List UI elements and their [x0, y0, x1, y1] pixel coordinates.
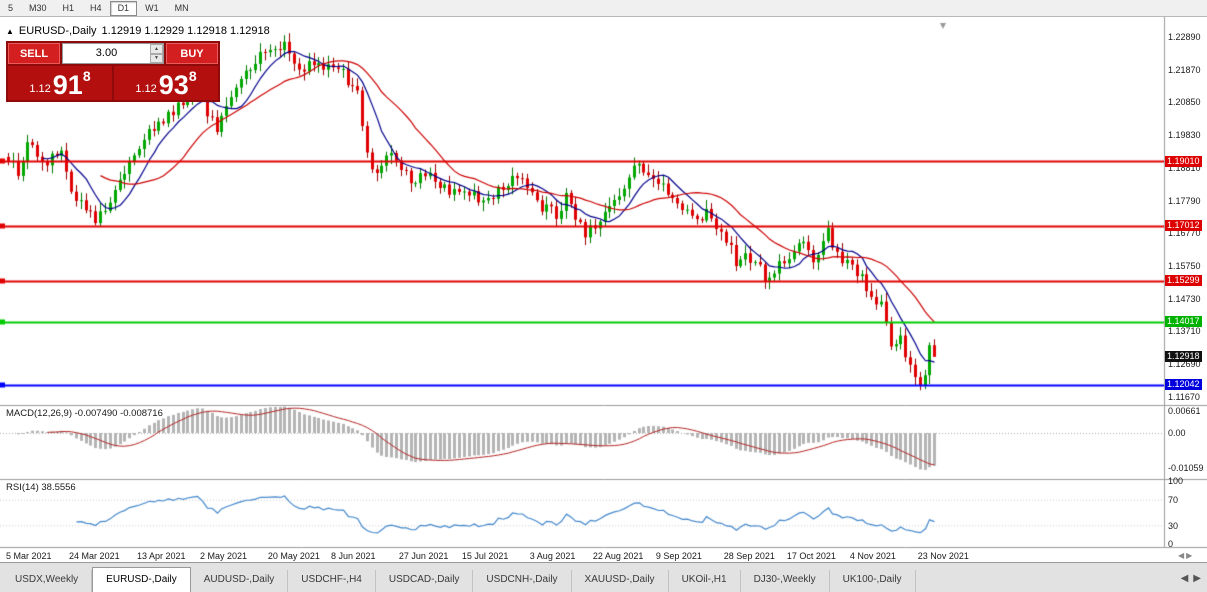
price-axis-tick: 1.13710 — [1168, 326, 1201, 337]
date-axis-label: 27 Jun 2021 — [398, 551, 449, 561]
chart-ohlc-values: 1.12919 1.12929 1.12918 1.12918 — [101, 25, 270, 37]
timeframe-button-mn[interactable]: MN — [167, 1, 197, 16]
chart-symbol-label: EURUSD-,Daily — [18, 25, 97, 37]
macd-name: MACD(12,26,9) — [6, 408, 72, 419]
price-axis-tag: 1.12918 — [1165, 351, 1202, 363]
ask-price-display[interactable]: 1.12 93 8 — [114, 66, 218, 100]
price-chart-canvas[interactable] — [0, 17, 1207, 562]
price-axis-tick: 1.12690 — [1168, 359, 1201, 370]
trade-panel-controls: SELL 3.00 ▲ ▼ BUY — [8, 43, 218, 64]
timeframe-toolbar: 5 M30 H1 H4 D1 W1 MN — [0, 0, 1207, 17]
price-axis-tick: 1.15750 — [1168, 261, 1201, 272]
timeframe-button-h4[interactable]: H4 — [82, 1, 110, 16]
date-axis-label: 13 Apr 2021 — [136, 551, 186, 561]
rsi-axis-label: 70 — [1168, 495, 1179, 506]
price-axis-tick: 1.19830 — [1168, 130, 1201, 141]
price-axis-tag: 1.14017 — [1165, 316, 1202, 328]
tabs-scroll-right-icon[interactable]: ▶ — [1193, 573, 1201, 584]
price-axis-tick: 1.22890 — [1168, 31, 1201, 42]
tabs-scroll-left-icon[interactable]: ◀ — [1180, 573, 1189, 584]
date-axis-label: 28 Sep 2021 — [723, 551, 775, 561]
date-axis-label: 4 Nov 2021 — [849, 551, 896, 561]
date-axis-label: 3 Aug 2021 — [529, 551, 576, 561]
price-axis-tick: 1.21870 — [1168, 64, 1201, 75]
price-axis-tag: 1.15299 — [1165, 275, 1202, 286]
chart-tab-dj30-weekly[interactable]: DJ30-,Weekly — [740, 570, 830, 592]
chart-window: ▲ EURUSD-,Daily 1.12919 1.12929 1.12918 … — [0, 17, 1207, 562]
bid-prefix: 1.12 — [29, 83, 51, 95]
date-axis-label: 2 May 2021 — [200, 551, 248, 561]
bid-price-display[interactable]: 1.12 91 8 — [8, 66, 112, 100]
timeframe-button-h1[interactable]: H1 — [55, 1, 83, 16]
price-axis-tick: 1.14730 — [1168, 293, 1201, 304]
macd-value: -0.007490 — [74, 408, 118, 419]
date-axis-label: 24 Mar 2021 — [69, 551, 120, 561]
chart-tab-audusd-daily[interactable]: AUDUSD-,Daily — [190, 570, 289, 592]
price-axis-tick: 1.16770 — [1168, 228, 1201, 239]
scroll-left-icon[interactable]: ◀ — [1178, 551, 1187, 560]
date-axis-label: 15 Jul 2021 — [461, 551, 509, 561]
tab-scroll-arrows: ◀ ▶ — [1181, 573, 1207, 592]
date-axis-label: 8 Jun 2021 — [330, 551, 376, 561]
chart-tab-usdcad-daily[interactable]: USDCAD-,Daily — [375, 570, 474, 592]
price-axis-tag: 1.17012 — [1165, 220, 1202, 232]
chart-tab-usdx-weekly[interactable]: USDX,Weekly — [2, 570, 93, 592]
trade-panel-quotes: 1.12 91 8 1.12 93 8 — [8, 66, 218, 100]
volume-up-button[interactable]: ▲ — [150, 44, 163, 54]
chart-symbol-icon: ▲ — [6, 26, 14, 36]
bid-pipette: 8 — [82, 68, 91, 84]
timeframe-button-w1[interactable]: W1 — [137, 1, 167, 16]
rsi-value: 38.5556 — [41, 482, 76, 493]
price-axis-tag: 1.12042 — [1165, 379, 1202, 391]
rsi-axis-label: 100 — [1168, 476, 1184, 486]
bid-big-figure: 91 — [52, 70, 83, 100]
date-axis-label: 20 May 2021 — [267, 551, 320, 561]
buy-button[interactable]: BUY — [166, 43, 218, 64]
macd-signal-value: -0.008716 — [120, 408, 163, 419]
one-click-trade-panel: SELL 3.00 ▲ ▼ BUY 1.12 91 8 1.12 93 8 — [6, 41, 220, 102]
price-axis-tag: 1.19010 — [1165, 155, 1202, 167]
chart-title: ▲ EURUSD-,Daily 1.12919 1.12929 1.12918 … — [6, 25, 270, 37]
chart-tabs: USDX,Weekly EURUSD-,Daily AUDUSD-,Daily USD… — [0, 567, 916, 592]
date-axis-label: 23 Nov 2021 — [917, 551, 969, 561]
rsi-name: RSI(14) — [6, 482, 39, 493]
ask-big-figure: 93 — [158, 70, 189, 100]
chart-tab-eurusd-daily[interactable]: EURUSD-,Daily — [92, 567, 191, 592]
macd-axis-label: 0.00 — [1168, 428, 1186, 438]
price-axis-tick: 1.20850 — [1168, 97, 1201, 108]
date-axis-label: 9 Sep 2021 — [655, 551, 702, 561]
date-axis-label: 17 Oct 2021 — [786, 551, 836, 561]
chart-tab-ukoil-h1[interactable]: UKOil-,H1 — [668, 570, 741, 592]
chart-tab-usdcnh-daily[interactable]: USDCNH-,Daily — [473, 570, 572, 592]
macd-indicator-label: MACD(12,26,9) -0.007490 -0.008716 — [6, 408, 163, 419]
chart-tab-bar: USDX,Weekly EURUSD-,Daily AUDUSD-,Daily USD… — [0, 562, 1207, 592]
chart-tab-xauusd-daily[interactable]: XAUUSD-,Daily — [571, 570, 669, 592]
volume-down-button[interactable]: ▼ — [150, 53, 163, 63]
volume-value[interactable]: 3.00 — [95, 47, 118, 59]
volume-spinner[interactable]: 3.00 ▲ ▼ — [62, 43, 164, 64]
price-axis-tick: 1.18810 — [1168, 162, 1201, 173]
chart-tab-usdchf-h4[interactable]: USDCHF-,H4 — [288, 570, 376, 592]
ask-prefix: 1.12 — [135, 83, 157, 95]
date-axis-label: 5 Mar 2021 — [6, 551, 52, 561]
timeframe-button-m30[interactable]: M30 — [21, 1, 55, 16]
price-axis-tick: 1.11670 — [1168, 391, 1200, 402]
ask-pipette: 8 — [188, 68, 197, 84]
chart-scrollbar[interactable]: ◀▶ — [1178, 551, 1194, 560]
timeframe-button-d1[interactable]: D1 — [109, 0, 138, 16]
rsi-axis-label: 30 — [1168, 520, 1179, 531]
triangle-up-icon: ▲ — [154, 45, 159, 52]
macd-axis-label: -0.01059 — [1168, 463, 1204, 473]
timeframe-button-5[interactable]: 5 — [0, 1, 21, 16]
volume-spin-buttons: ▲ ▼ — [150, 44, 163, 63]
rsi-indicator-label: RSI(14) 38.5556 — [6, 482, 76, 493]
triangle-down-icon: ▼ — [154, 55, 159, 62]
rsi-axis-label: 0 — [1168, 539, 1174, 549]
sell-button[interactable]: SELL — [8, 43, 60, 64]
scroll-right-icon[interactable]: ▶ — [1186, 551, 1195, 560]
price-axis-tick: 1.17790 — [1168, 195, 1201, 206]
macd-axis-label: 0.00661 — [1168, 406, 1201, 416]
date-axis-label: 22 Aug 2021 — [592, 551, 644, 561]
chart-tab-uk100-daily[interactable]: UK100-,Daily — [829, 570, 916, 592]
